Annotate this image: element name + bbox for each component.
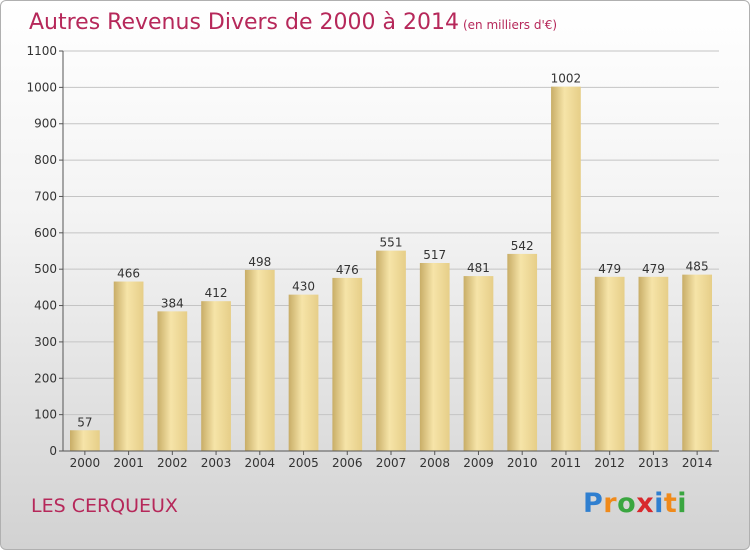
y-axis: 0 100 200 300 400 500 600 700 800 900 1000 1100 — [26, 44, 64, 458]
data-label-2001: 466 — [117, 267, 140, 281]
logo-letter: P — [583, 488, 604, 519]
bars — [69, 86, 713, 452]
x-tick-label-2001: 2001 — [113, 456, 144, 470]
data-labels: 57 466 384 412 498 430 476 551 517 481 542 1002 479 4… — [77, 72, 708, 430]
logo-letter: x — [636, 488, 655, 519]
x-tick-label-2002: 2002 — [157, 456, 188, 470]
x-axis: 2000 2001 2002 2003 2004 2005 2006 2007 2008 2009… — [63, 450, 719, 470]
bar-2014 — [682, 274, 713, 451]
x-tick-label-2004: 2004 — [245, 456, 276, 470]
x-tick-label-2008: 2008 — [419, 456, 450, 470]
x-tick-label-2012: 2012 — [594, 456, 625, 470]
bar-2010 — [507, 253, 538, 451]
x-tick-label-2005: 2005 — [288, 456, 319, 470]
x-tick-label-2013: 2013 — [638, 456, 669, 470]
data-label-2013: 479 — [642, 262, 665, 276]
data-label-2003: 412 — [205, 286, 228, 300]
x-tick-label-2003: 2003 — [201, 456, 232, 470]
data-label-2009: 481 — [467, 261, 490, 275]
logo-letter: i — [654, 488, 664, 519]
data-label-2010: 542 — [511, 239, 534, 253]
x-tick-label-2000: 2000 — [70, 456, 101, 470]
bar-2003 — [201, 301, 231, 451]
data-label-2007: 551 — [380, 236, 403, 250]
bar-2005 — [288, 294, 319, 451]
y-tick-label: 0 — [49, 444, 57, 458]
logo-letter: t — [663, 488, 678, 519]
chart-subtitle: (en milliers d'€) — [462, 18, 558, 32]
bar-2011 — [551, 86, 581, 452]
bar-2013 — [638, 276, 669, 451]
bar-2004 — [244, 269, 275, 451]
bar-2001 — [113, 281, 144, 451]
y-tick-label: 800 — [34, 153, 57, 167]
chart-title: Autres Revenus Divers de 2000 à 2014 (en … — [29, 10, 557, 35]
y-tick-label: 100 — [34, 408, 57, 422]
data-label-2000: 57 — [77, 415, 92, 429]
bar-2006 — [332, 277, 363, 451]
bar-2008 — [419, 263, 450, 451]
x-tick-label-2007: 2007 — [376, 456, 407, 470]
x-tick-label-2014: 2014 — [682, 456, 713, 470]
proxiti-logo: Proxiti — [583, 488, 687, 519]
bar-2002 — [157, 311, 188, 451]
y-tick-label: 1100 — [26, 44, 57, 58]
logo-letter: r — [603, 488, 618, 519]
bar-2007 — [376, 250, 406, 451]
y-tick-label: 400 — [34, 299, 57, 313]
data-label-2002: 384 — [161, 296, 184, 310]
y-tick-label: 500 — [34, 262, 57, 276]
data-label-2014: 485 — [686, 260, 709, 274]
data-label-2005: 430 — [292, 280, 315, 294]
x-tick-label-2010: 2010 — [507, 456, 538, 470]
data-label-2011: 1002 — [551, 72, 582, 86]
data-label-2004: 498 — [248, 255, 271, 269]
y-tick-label: 200 — [34, 371, 57, 385]
chart-title-text: Autres Revenus Divers de 2000 à 2014 — [29, 10, 459, 35]
y-tick-label: 600 — [34, 226, 57, 240]
logo-letter: i — [677, 488, 688, 519]
data-label-2008: 517 — [423, 248, 446, 262]
y-tick-label: 1000 — [26, 80, 57, 94]
x-tick-label-2006: 2006 — [332, 456, 363, 470]
place-name: LES CERQUEUX — [31, 495, 178, 517]
data-label-2012: 479 — [598, 262, 621, 276]
data-label-2006: 476 — [336, 263, 359, 277]
x-tick-label-2009: 2009 — [463, 456, 494, 470]
y-tick-label: 900 — [34, 117, 57, 131]
logo-letter: o — [617, 488, 637, 519]
y-tick-label: 300 — [34, 335, 57, 349]
y-tick-label: 700 — [34, 189, 57, 203]
bar-2012 — [594, 276, 625, 451]
bar-2009 — [463, 276, 494, 451]
bar-2000 — [69, 430, 100, 451]
x-tick-label-2011: 2011 — [551, 456, 582, 470]
